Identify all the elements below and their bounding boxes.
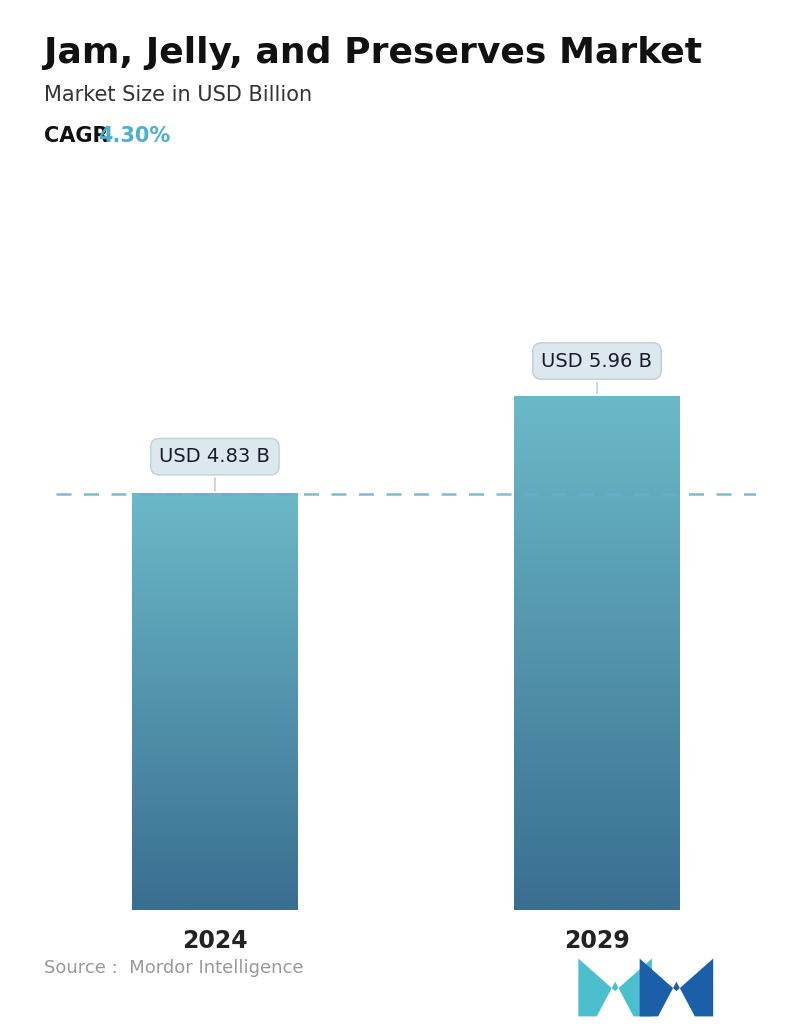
Text: CAGR: CAGR <box>44 126 123 146</box>
Text: Jam, Jelly, and Preserves Market: Jam, Jelly, and Preserves Market <box>44 36 702 70</box>
Text: Source :  Mordor Intelligence: Source : Mordor Intelligence <box>44 960 303 977</box>
Text: Market Size in USD Billion: Market Size in USD Billion <box>44 85 312 104</box>
Polygon shape <box>579 959 652 1016</box>
Text: USD 5.96 B: USD 5.96 B <box>541 352 653 394</box>
Text: USD 4.83 B: USD 4.83 B <box>159 447 271 491</box>
Text: 4.30%: 4.30% <box>98 126 170 146</box>
Polygon shape <box>640 959 713 1016</box>
